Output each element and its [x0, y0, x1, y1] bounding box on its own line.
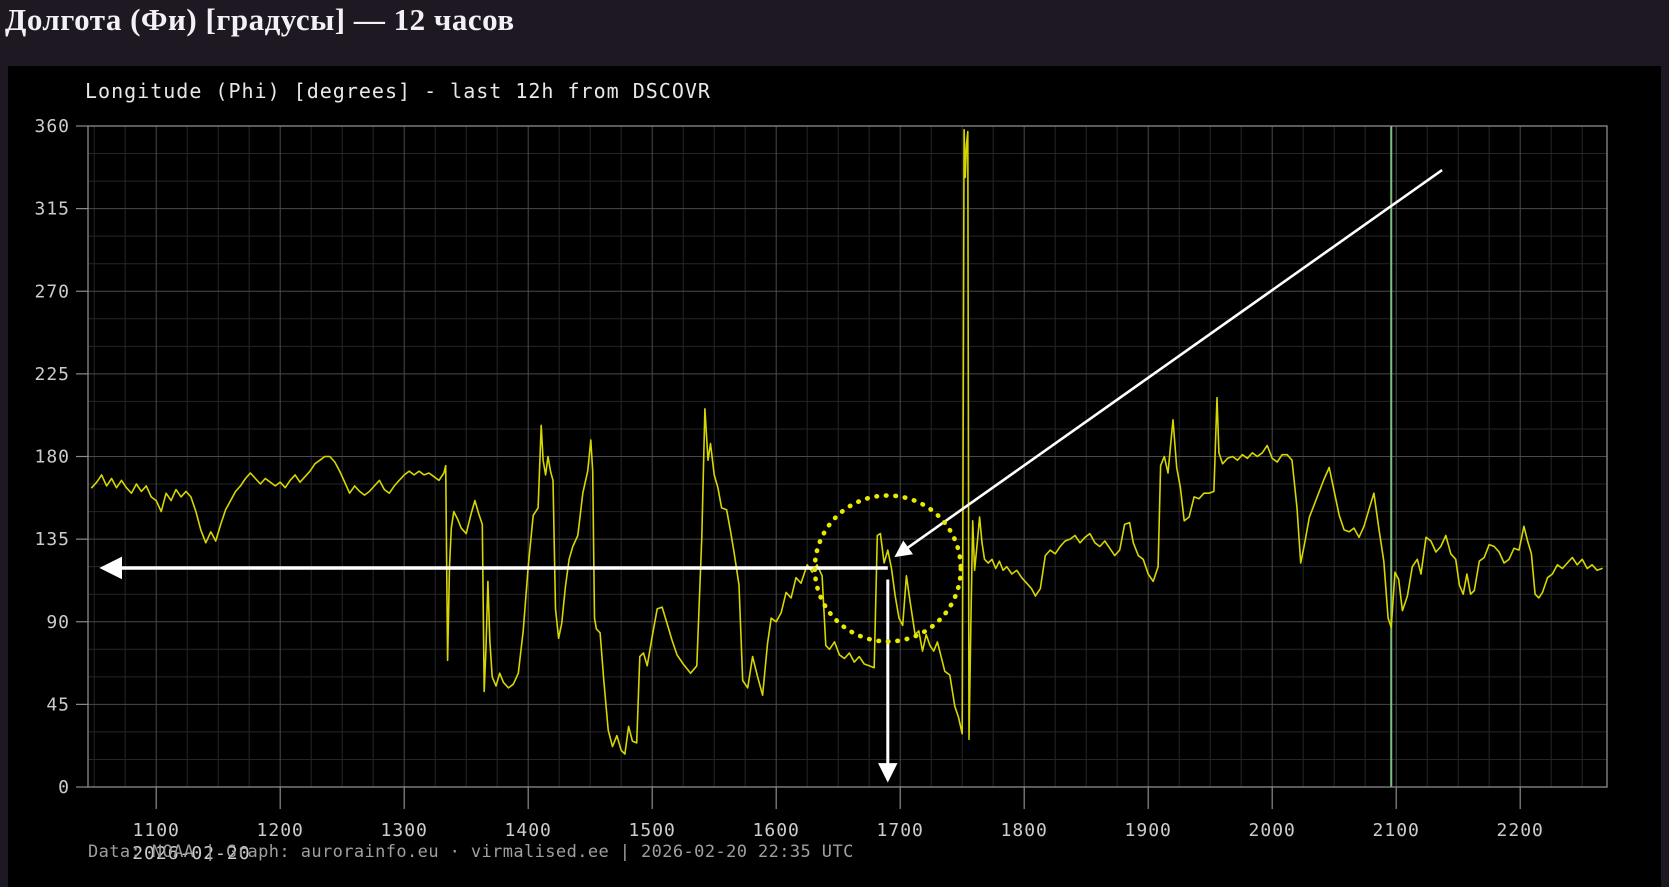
dotted-highlight-circle — [812, 493, 964, 644]
x-tick-label: 1900 — [1125, 820, 1172, 841]
y-tick-label: 135 — [34, 529, 70, 550]
chart-footer: Data: NOAA | Graph: aurorainfo.eu · virm… — [88, 842, 854, 862]
x-tick-label: 1500 — [629, 820, 676, 841]
x-tick-label: 2000 — [1249, 820, 1296, 841]
x-tick-label: 1400 — [505, 820, 552, 841]
phi-series-line — [90, 128, 1603, 755]
x-tick-label: 1800 — [1001, 820, 1048, 841]
page-title: Долгота (Фи) [градусы] — 12 часов — [5, 2, 515, 37]
y-tick-label: 270 — [34, 281, 70, 302]
chart-panel: Longitude (Phi) [degrees] - last 12h fro… — [8, 66, 1661, 887]
x-tick-label: 1600 — [753, 820, 800, 841]
y-tick-label: 315 — [34, 199, 70, 220]
y-tick-label: 360 — [34, 116, 70, 137]
chart-title: Longitude (Phi) [degrees] - last 12h fro… — [85, 79, 711, 103]
phi-line-chart: 1100 1200 1300 1400 1500 1600 1700 1800 1900 2000… — [34, 116, 1608, 864]
x-tick-label: 1100 — [133, 820, 180, 841]
x-tick-label: 1300 — [381, 820, 428, 841]
y-tick-label: 180 — [34, 447, 70, 468]
x-tick-label: 1700 — [877, 820, 924, 841]
x-axis-date-label: 2026-02-20 — [132, 843, 250, 864]
diagonal-arrow — [894, 169, 1443, 558]
y-tick-label: 0 — [58, 777, 70, 798]
y-tick-label: 225 — [34, 364, 70, 385]
x-tick-label: 2200 — [1497, 820, 1544, 841]
y-tick-label: 45 — [46, 694, 70, 715]
x-tick-label: 1200 — [257, 820, 304, 841]
x-tick-label: 2100 — [1373, 820, 1420, 841]
y-tick-label: 90 — [46, 612, 70, 633]
